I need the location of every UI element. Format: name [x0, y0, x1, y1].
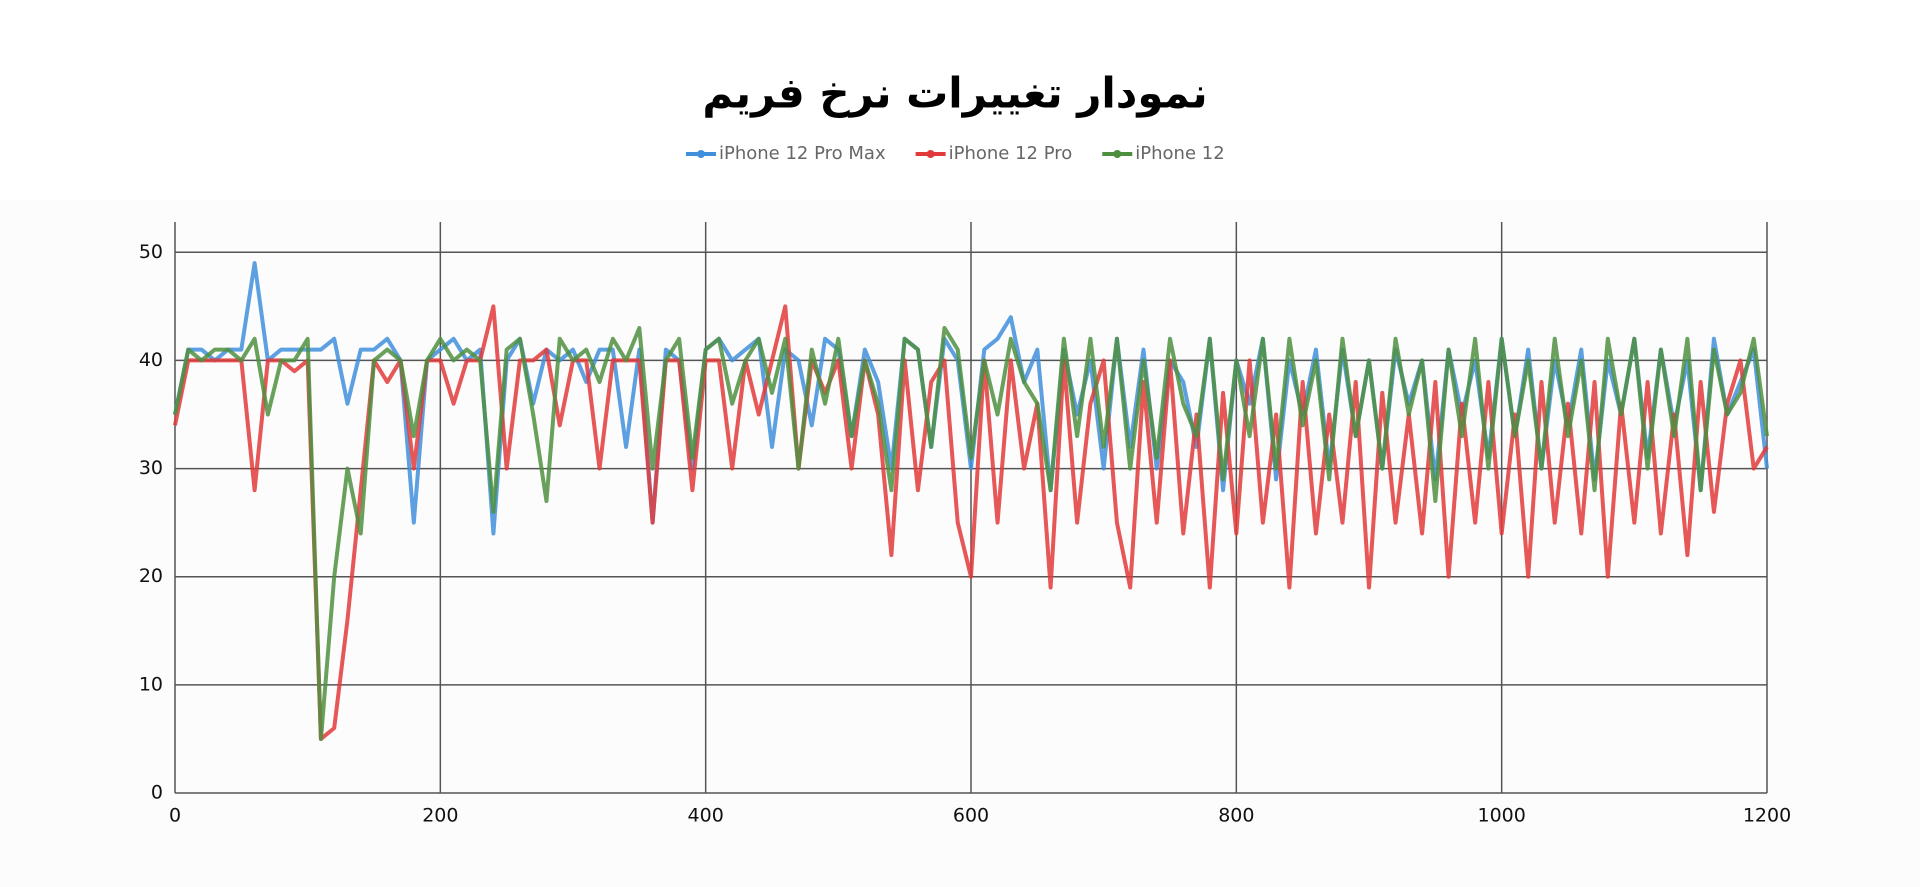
- x-tick-label: 200: [422, 805, 458, 827]
- y-tick-label: 20: [139, 565, 163, 587]
- legend-label: iPhone 12: [1135, 143, 1224, 164]
- y-tick-label: 30: [139, 457, 163, 479]
- legend-label: iPhone 12 Pro Max: [719, 143, 886, 164]
- x-tick-label: 0: [169, 805, 181, 827]
- series-line: [173, 304, 1769, 741]
- y-tick-label: 50: [139, 241, 163, 263]
- legend-label: iPhone 12 Pro: [949, 143, 1073, 164]
- legend-marker: [926, 150, 935, 158]
- legend-marker: [697, 150, 705, 158]
- legend: iPhone 12 Pro Max iPhone 12 Pro iPhone 12: [686, 143, 1225, 164]
- y-tick-label: 0: [151, 782, 163, 804]
- x-tick-label: 600: [953, 805, 989, 827]
- series-line: [173, 325, 1769, 741]
- x-tick-label: 1000: [1477, 805, 1525, 827]
- plot-background: [0, 200, 1920, 887]
- x-tick-label: 400: [688, 805, 724, 827]
- x-tick-label: 800: [1218, 805, 1254, 827]
- legend-marker: [1113, 150, 1122, 158]
- chart-title: نمودار تغییرات نرخ فریم: [702, 69, 1207, 119]
- x-tick-label: 1200: [1743, 805, 1791, 827]
- y-tick-label: 40: [139, 349, 163, 371]
- y-tick-label: 10: [139, 673, 163, 695]
